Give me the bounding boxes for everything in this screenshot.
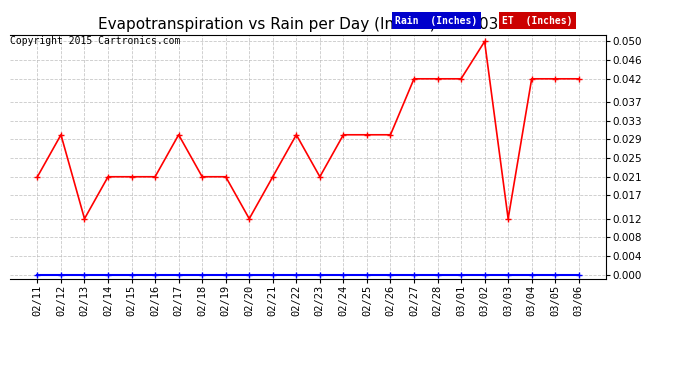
Text: ET  (Inches): ET (Inches) (502, 16, 573, 26)
Title: Evapotranspiration vs Rain per Day (Inches) 20150307: Evapotranspiration vs Rain per Day (Inch… (98, 17, 518, 32)
Text: Rain  (Inches): Rain (Inches) (395, 16, 477, 26)
Text: Copyright 2015 Cartronics.com: Copyright 2015 Cartronics.com (10, 36, 181, 46)
